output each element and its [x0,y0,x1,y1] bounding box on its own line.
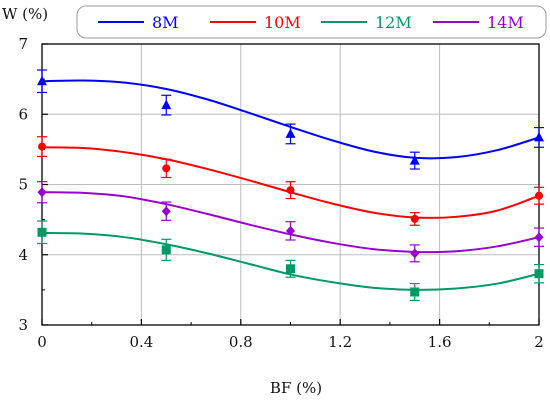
legend-item-12m: 12M [321,13,412,32]
data-point-10m [410,214,419,223]
x-tick-label: 0.8 [229,333,253,351]
fit-curve-8m [41,79,540,160]
data-point-12m [161,245,171,255]
data-point-10m [162,164,171,173]
data-point-14m [286,225,295,236]
data-point-8m [285,128,296,138]
data-point-14m [37,187,47,198]
legend-item-8m: 8M [98,13,179,32]
data-point-12m [286,264,295,274]
data-point-14m [161,206,171,217]
data-point-14m [534,232,544,243]
y-axis-title: W (%) [2,5,48,23]
data-point-8m [37,75,47,86]
series-14m [37,181,544,263]
y-tick-label: 3 [18,316,28,334]
data-point-8m [161,99,172,110]
y-tick-label: 7 [18,35,28,53]
data-point-12m [37,227,47,237]
x-tick-label: 0.4 [129,333,153,351]
data-point-10m [535,191,543,200]
data-point-12m [534,269,544,279]
legend-item-10m: 10M [210,13,301,32]
legend-label-12m: 12M [375,13,412,32]
data-point-10m [38,142,46,151]
data-point-10m [286,186,295,195]
data-point-14m [410,248,420,259]
legend-label-8m: 8M [152,13,179,32]
y-tick-label: 5 [18,176,28,194]
x-axis-title: BF (%) [270,379,322,397]
x-tick-label: 0 [37,333,47,351]
legend-label-10m: 10M [264,13,301,32]
legend-box [76,5,547,39]
series-group [37,69,544,302]
y-tick-label: 4 [18,246,28,264]
axis-ticks: 0 0.4 0.8 1.2 1.6 2 3 4 5 6 7 [18,35,543,351]
data-point-12m [410,287,420,297]
legend: 8M 10M 12M 14M [76,5,547,39]
series-12m [37,220,544,302]
series-10m [37,136,544,226]
legend-item-14m: 14M [433,13,524,32]
data-point-8m [409,155,420,165]
data-point-8m [534,131,544,142]
x-tick-label: 1.6 [428,333,452,351]
y-tick-label: 6 [18,105,28,123]
legend-label-14m: 14M [487,13,524,32]
series-8m [37,69,544,170]
x-tick-label: 2 [534,333,544,351]
x-tick-label: 1.2 [328,333,352,351]
